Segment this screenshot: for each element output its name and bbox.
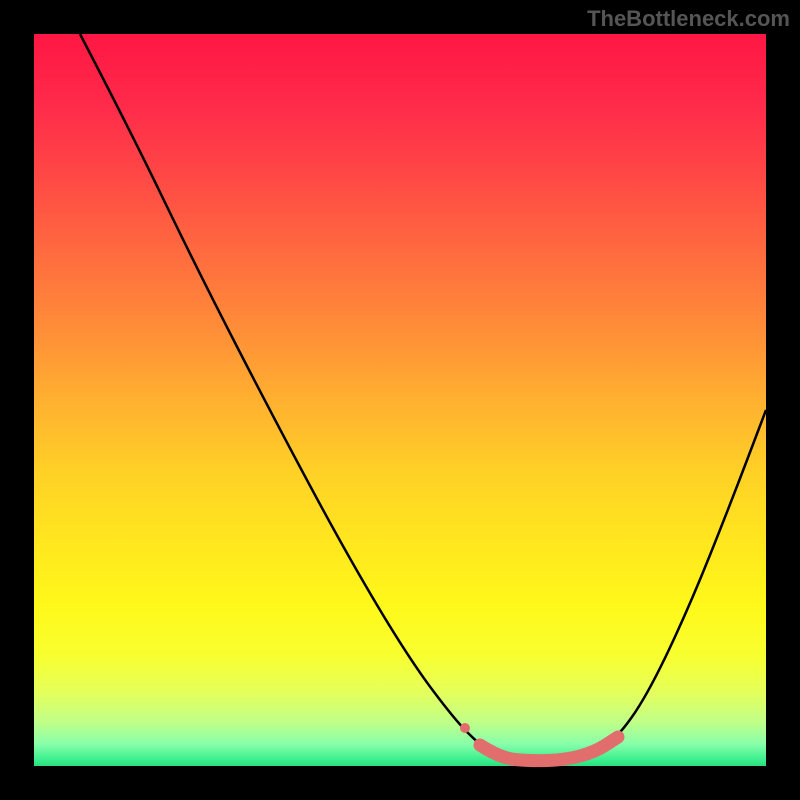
optimal-zone-dot xyxy=(460,723,470,733)
plot-background xyxy=(34,34,766,766)
watermark-text: TheBottleneck.com xyxy=(587,6,790,32)
chart-container: TheBottleneck.com xyxy=(0,0,800,800)
bottleneck-chart xyxy=(0,0,800,800)
